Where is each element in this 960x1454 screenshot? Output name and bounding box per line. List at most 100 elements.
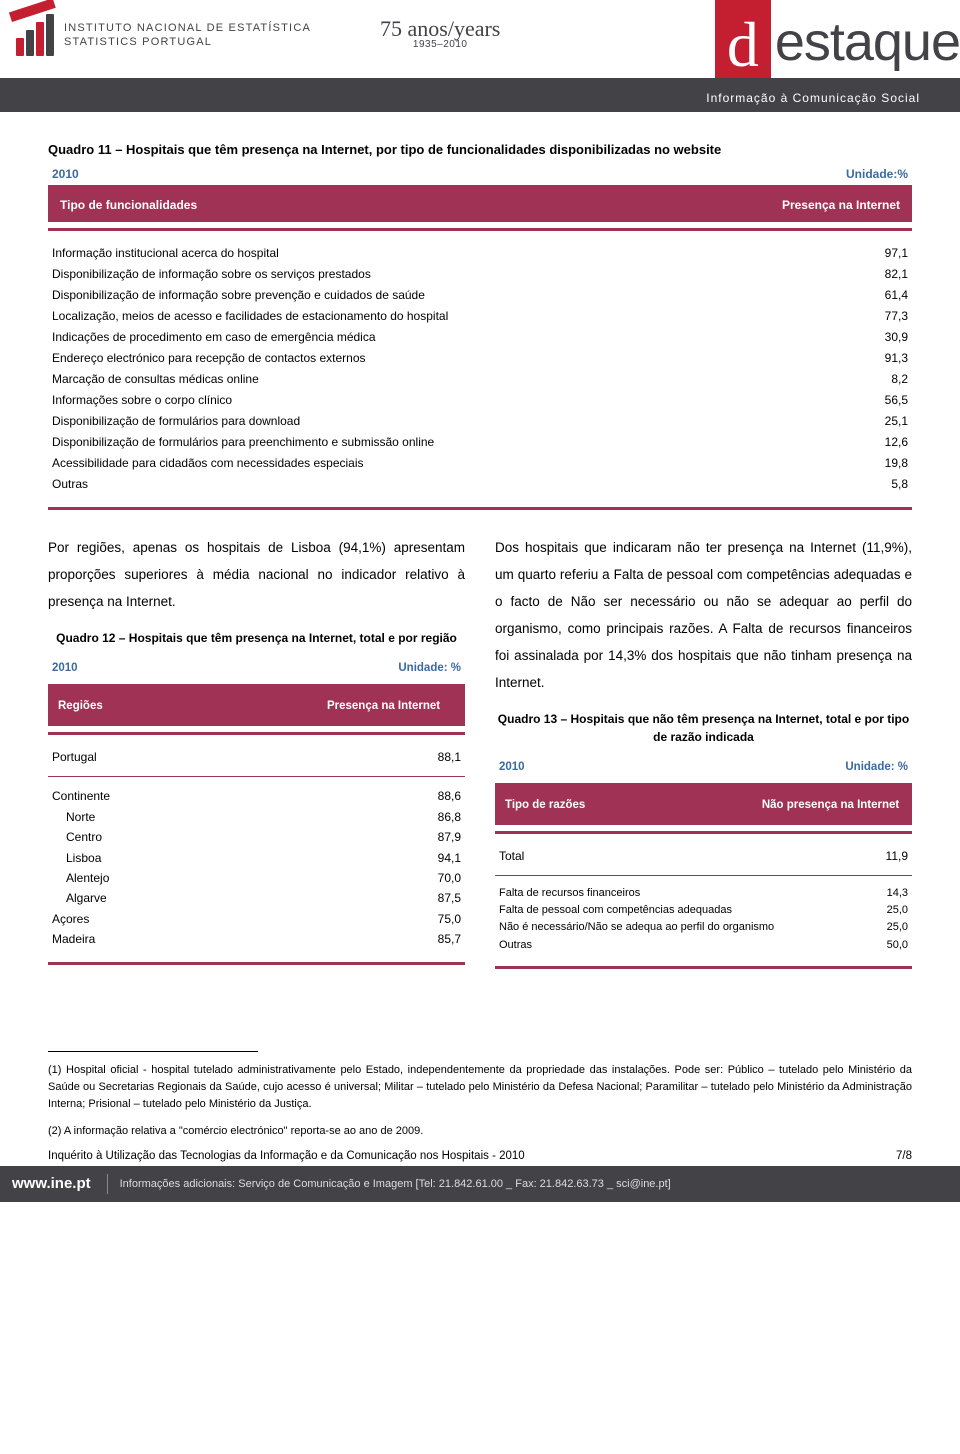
q11-header-col1: Tipo de funcionalidades — [60, 198, 480, 212]
table-row: Algarve87,5 — [52, 888, 461, 908]
divider — [48, 776, 465, 777]
source-text: Inquérito à Utilização das Tecnologias d… — [48, 1150, 525, 1162]
footnote-1: (1) Hospital oficial - hospital tutelado… — [48, 1062, 912, 1113]
row-value: 86,8 — [401, 807, 461, 827]
divider — [107, 1174, 108, 1194]
quadro-13: Quadro 13 – Hospitais que não têm presen… — [495, 710, 912, 969]
table-row: Disponibilização de formulários para pre… — [52, 432, 908, 453]
row-value: 88,6 — [401, 786, 461, 806]
row-value: 8,2 — [848, 369, 908, 390]
table-row: Informação institucional acerca do hospi… — [52, 243, 908, 264]
header-strip-text: Informação à Comunicação Social — [706, 91, 920, 105]
table-row: Norte86,8 — [52, 807, 461, 827]
destaque-d: d — [727, 10, 759, 74]
row-label: Outras — [499, 937, 848, 954]
bottom-brand[interactable]: www.ine.pt — [12, 1175, 91, 1192]
divider — [495, 831, 912, 834]
table-row: Açores75,0 — [52, 909, 461, 929]
row-value: 19,8 — [848, 453, 908, 474]
destaque-word: estaque — [771, 0, 960, 84]
left-column: Por regiões, apenas os hospitais de Lisb… — [48, 534, 465, 993]
q13-header-col1: Tipo de razões — [505, 794, 759, 817]
table-row: Indicações de procedimento em caso de em… — [52, 327, 908, 348]
row-label: Centro — [52, 827, 401, 847]
row-value: 91,3 — [848, 348, 908, 369]
row-label: Total — [499, 846, 848, 866]
q11-header-col2: Presença na Internet — [480, 198, 900, 212]
row-value: 30,9 — [848, 327, 908, 348]
institution-line2: STATISTICS PORTUGAL — [64, 35, 311, 49]
table-row: Não é necessário/Não se adequa ao perfil… — [499, 919, 908, 936]
quadro-12: Quadro 12 – Hospitais que têm presença n… — [48, 629, 465, 965]
row-value: 14,3 — [848, 885, 908, 902]
q13-total-row: Total 11,9 — [495, 840, 912, 872]
table-row: Alentejo70,0 — [52, 868, 461, 888]
row-value: 97,1 — [848, 243, 908, 264]
footnote-rule — [48, 1051, 258, 1052]
destaque-red-block: d — [715, 0, 771, 84]
institution-name: INSTITUTO NACIONAL DE ESTATÍSTICA STATIS… — [64, 21, 311, 50]
table-row: Localização, meios de acesso e facilidad… — [52, 306, 908, 327]
row-value: 56,5 — [848, 390, 908, 411]
logo-icon — [14, 14, 56, 56]
q12-total-row: Portugal 88,1 — [48, 741, 465, 773]
row-label: Algarve — [52, 888, 401, 908]
table-row: Lisboa94,1 — [52, 848, 461, 868]
divider — [48, 228, 912, 231]
row-label: Disponibilização de formulários para dow… — [52, 411, 848, 432]
table-row: Acessibilidade para cidadãos com necessi… — [52, 453, 908, 474]
row-value: 82,1 — [848, 264, 908, 285]
table-row: Disponibilização de informação sobre pre… — [52, 285, 908, 306]
table-row: Informações sobre o corpo clínico56,5 — [52, 390, 908, 411]
row-value: 5,8 — [848, 474, 908, 495]
q11-unit: Unidade:% — [846, 167, 908, 181]
header-strip: Informação à Comunicação Social — [0, 84, 960, 112]
row-value: 85,7 — [401, 929, 461, 949]
table-row: Falta de recursos financeiros14,3 — [499, 885, 908, 902]
footer-source: Inquérito à Utilização das Tecnologias d… — [0, 1150, 960, 1166]
two-column-section: Por regiões, apenas os hospitais de Lisb… — [48, 534, 912, 993]
row-label: Falta de pessoal com competências adequa… — [499, 902, 848, 919]
q11-year: 2010 — [52, 167, 79, 181]
row-value: 25,0 — [848, 902, 908, 919]
table-row: Marcação de consultas médicas online8,2 — [52, 369, 908, 390]
table-row: Outras5,8 — [52, 474, 908, 495]
row-label: Informações sobre o corpo clínico — [52, 390, 848, 411]
q11-meta: 2010 Unidade:% — [48, 167, 912, 181]
table-row: Portugal 88,1 — [52, 747, 461, 767]
q12-year: 2010 — [52, 657, 78, 680]
table-row: Endereço electrónico para recepção de co… — [52, 348, 908, 369]
table-row: Centro87,9 — [52, 827, 461, 847]
row-label: Informação institucional acerca do hospi… — [52, 243, 848, 264]
page-body: Quadro 11 – Hospitais que têm presença n… — [0, 112, 960, 1003]
row-value: 87,9 — [401, 827, 461, 847]
row-label: Norte — [52, 807, 401, 827]
right-paragraph: Dos hospitais que indicaram não ter pres… — [495, 534, 912, 696]
q13-title: Quadro 13 – Hospitais que não têm presen… — [495, 710, 912, 746]
destaque-logo: d estaque — [715, 0, 960, 84]
bottom-info: Informações adicionais: Serviço de Comun… — [120, 1178, 671, 1190]
left-paragraph: Por regiões, apenas os hospitais de Lisb… — [48, 534, 465, 615]
table-row: Total 11,9 — [499, 846, 908, 866]
q13-year: 2010 — [499, 756, 525, 779]
row-label: Acessibilidade para cidadãos com necessi… — [52, 453, 848, 474]
divider — [495, 875, 912, 876]
row-label: Disponibilização de informação sobre os … — [52, 264, 848, 285]
q13-header-band: Tipo de razões Não presença na Internet — [495, 783, 912, 825]
divider — [48, 732, 465, 735]
q12-meta: 2010 Unidade: % — [48, 657, 465, 680]
quadro-11: Quadro 11 – Hospitais que têm presença n… — [48, 142, 912, 510]
row-label: Disponibilização de formulários para pre… — [52, 432, 848, 453]
row-value: 12,6 — [848, 432, 908, 453]
table-row: Disponibilização de formulários para dow… — [52, 411, 908, 432]
q13-unit: Unidade: % — [845, 756, 908, 779]
row-label: Lisboa — [52, 848, 401, 868]
q12-header-col1: Regiões — [58, 695, 312, 718]
row-value: 25,0 — [848, 919, 908, 936]
divider — [48, 507, 912, 510]
row-label: Não é necessário/Não se adequa ao perfil… — [499, 919, 848, 936]
q12-rows: Continente88,6Norte86,8Centro87,9Lisboa9… — [48, 780, 465, 955]
row-value: 11,9 — [848, 846, 908, 866]
q11-rows: Informação institucional acerca do hospi… — [48, 237, 912, 501]
q11-header-band: Tipo de funcionalidades Presença na Inte… — [48, 185, 912, 222]
